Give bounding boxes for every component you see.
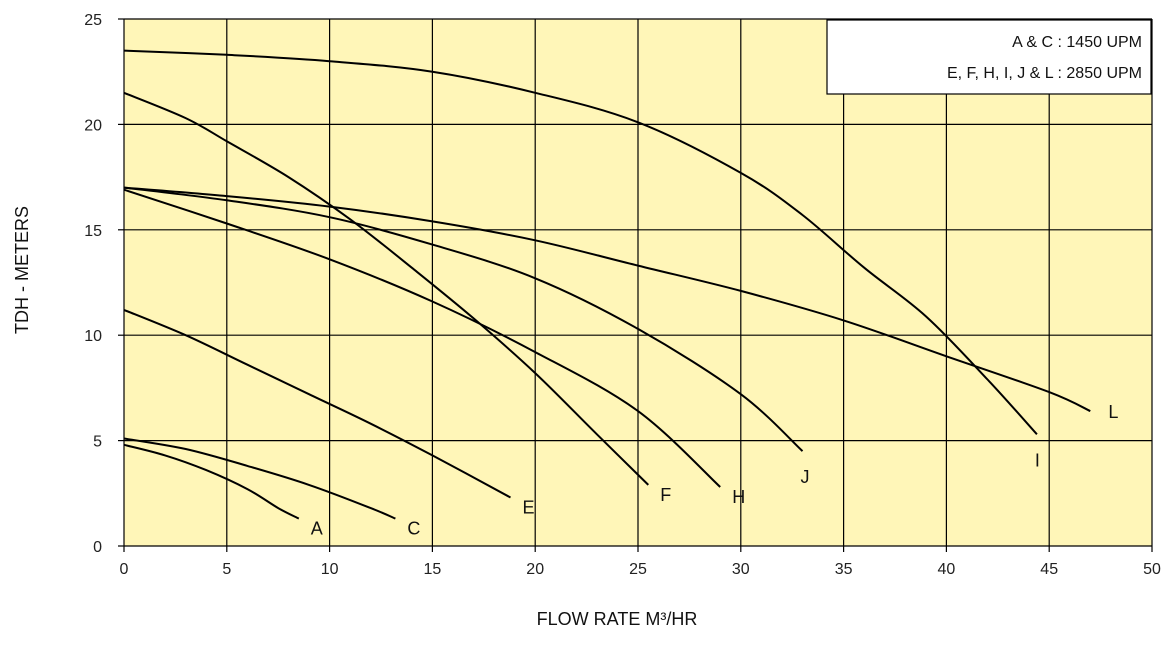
curve-label-j: J	[800, 467, 809, 487]
curve-label-l: L	[1108, 402, 1118, 422]
legend-line-1450: A & C : 1450 UPM	[1012, 34, 1142, 51]
x-tick-label: 35	[835, 561, 853, 578]
x-tick-label: 30	[732, 561, 750, 578]
y-tick-label: 10	[84, 328, 102, 345]
curve-c	[123, 437, 396, 520]
legend: A & C : 1450 UPM E, F, H, I, J & L : 285…	[826, 19, 1152, 95]
curve-e	[123, 308, 511, 499]
grid	[118, 18, 1153, 552]
x-tick-label: 5	[222, 561, 231, 578]
curve-l	[123, 186, 1091, 413]
curve-f	[123, 91, 650, 486]
x-tick-label: 10	[321, 561, 339, 578]
curve-labels: A C E F H J L I	[311, 402, 1119, 539]
x-tick-label: 50	[1143, 561, 1161, 578]
curve-a	[123, 443, 300, 520]
legend-line-2850: E, F, H, I, J & L : 2850 UPM	[947, 65, 1142, 82]
curve-label-i: I	[1035, 450, 1040, 470]
curve-label-a: A	[311, 519, 323, 539]
y-tick-label: 20	[84, 117, 102, 134]
y-tick-label: 5	[93, 434, 102, 451]
curve-label-f: F	[660, 485, 671, 505]
curve-j	[123, 186, 804, 452]
y-tick-labels: 0 5 10 15 20 25	[84, 12, 102, 556]
curve-h	[123, 188, 721, 488]
x-tick-label: 25	[629, 561, 647, 578]
curve-i	[123, 49, 1038, 435]
x-tick-label: 0	[120, 561, 129, 578]
y-tick-label: 15	[84, 223, 102, 240]
y-tick-label: 25	[84, 12, 102, 29]
x-axis-title: FLOW RATE M³/HR	[537, 609, 698, 629]
curve-label-h: H	[732, 487, 745, 507]
x-tick-label: 40	[938, 561, 956, 578]
x-tick-labels: 0 5 10 15 20 25 30 35 40 45 50	[120, 561, 1161, 578]
y-tick-label: 0	[93, 539, 102, 556]
x-tick-label: 45	[1040, 561, 1058, 578]
x-tick-label: 15	[424, 561, 442, 578]
y-axis-title: TDH - METERS	[12, 206, 32, 334]
curve-label-e: E	[523, 498, 535, 518]
x-tick-label: 20	[526, 561, 544, 578]
performance-curves	[123, 49, 1091, 520]
curve-label-c: C	[407, 519, 420, 539]
legend-box	[826, 19, 1152, 95]
